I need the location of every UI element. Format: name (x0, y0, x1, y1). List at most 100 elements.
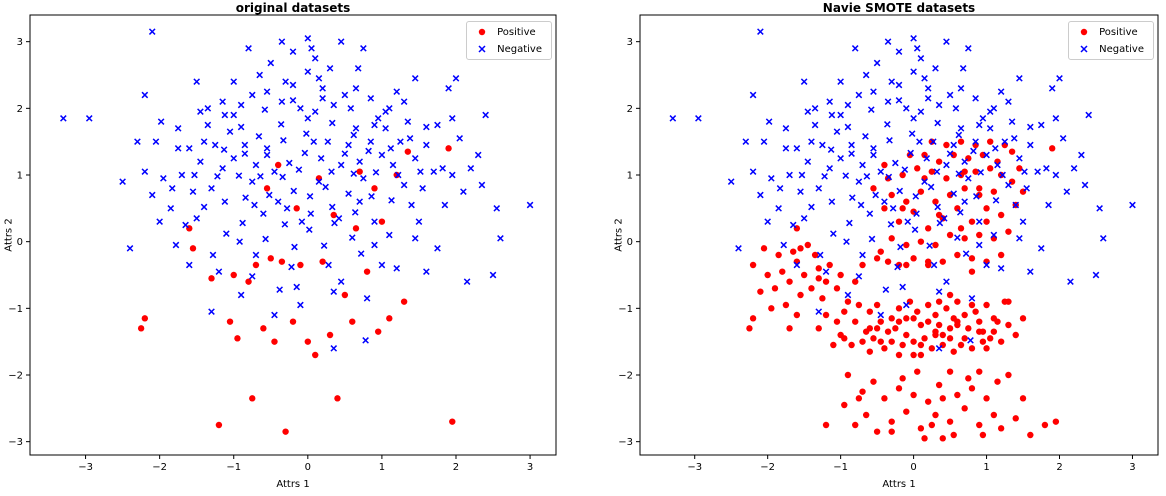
negative-point (248, 178, 256, 185)
negative-point (448, 171, 456, 179)
negative-point (337, 161, 345, 169)
negative-point (417, 168, 424, 175)
positive-point (252, 261, 260, 269)
negative-point (994, 161, 1001, 169)
negative-point (448, 115, 456, 122)
positive-point (997, 425, 1005, 432)
y-tick-label: 2 (17, 104, 23, 115)
negative-point (237, 291, 245, 299)
positive-point (786, 325, 793, 332)
positive-point (997, 251, 1005, 259)
x-tick-label: −2 (152, 462, 167, 473)
positive-point (289, 318, 297, 325)
positive-point (924, 318, 932, 325)
negative-point (439, 165, 446, 172)
positive-point (924, 225, 932, 232)
negative-point (913, 45, 921, 52)
positive-point (870, 335, 877, 342)
positive-point (968, 218, 976, 225)
y-tick-label: −2 (8, 371, 23, 382)
negative-point (917, 108, 925, 115)
negative-point (360, 45, 367, 52)
negative-point (354, 65, 362, 72)
positive-point (976, 318, 983, 325)
negative-point (178, 171, 186, 179)
negative-point (837, 155, 844, 162)
negative-point (237, 123, 245, 131)
negative-point (910, 68, 917, 75)
negative-point (394, 171, 402, 179)
positive-point (352, 225, 360, 232)
negative-point (330, 288, 338, 295)
positive-point (271, 338, 278, 345)
negative-point (60, 115, 67, 122)
positive-point (386, 315, 393, 322)
x-tick-label: −1 (226, 462, 241, 473)
positive-point (855, 301, 863, 309)
y-tick-label: −2 (618, 371, 633, 382)
negative-point (997, 265, 1005, 272)
negative-point (868, 235, 876, 243)
positive-point (997, 171, 1005, 179)
negative-point (322, 183, 329, 191)
positive-point (757, 288, 764, 295)
negative-point (827, 146, 835, 153)
negative-point (305, 226, 313, 233)
negative-point (821, 173, 828, 180)
negative-point (929, 138, 937, 145)
negative-point (248, 273, 256, 280)
negative-point (197, 158, 204, 165)
negative-point (214, 173, 221, 180)
negative-point (975, 121, 983, 129)
y-tick-label: −3 (618, 437, 633, 448)
positive-point (862, 411, 870, 419)
positive-point (855, 395, 863, 402)
negative-point (1010, 135, 1018, 142)
negative-point (899, 283, 906, 291)
negative-point (301, 149, 309, 157)
positive-point (815, 265, 822, 272)
negative-point (789, 221, 797, 229)
negative-point (923, 155, 931, 162)
positive-point (822, 311, 830, 319)
negative-point (991, 145, 999, 152)
positive-point (979, 431, 987, 439)
negative-point (341, 91, 349, 99)
positive-point (278, 258, 286, 265)
negative-point (862, 71, 870, 79)
negative-point (857, 201, 865, 209)
positive-point (1052, 418, 1060, 425)
negative-point (815, 308, 823, 315)
negative-point (833, 128, 841, 135)
negative-point (727, 178, 735, 185)
positive-point (793, 258, 801, 265)
positive-point (859, 261, 866, 269)
negative-point (935, 288, 943, 295)
negative-point (950, 190, 958, 197)
negative-point (1043, 165, 1050, 172)
positive-point (950, 348, 957, 355)
positive-point (950, 431, 957, 439)
positive-marker-icon (478, 28, 486, 36)
positive-point (779, 268, 786, 275)
positive-point (374, 328, 382, 335)
positive-point (844, 371, 852, 379)
negative-point (363, 295, 371, 302)
positive-point (895, 385, 903, 392)
negative-point (230, 155, 238, 162)
negative-point (1070, 165, 1078, 172)
negative-point (822, 268, 830, 275)
positive-point (986, 165, 994, 172)
negative-point (208, 185, 215, 192)
negative-point (282, 78, 289, 85)
negative-point (884, 38, 892, 45)
positive-point (924, 398, 932, 405)
subplot-smote: −3 −2 −1 0 1 2 3 −3 −2 −1 0 1 2 3 Navie SMOTE dataset… (583, 0, 1166, 496)
negative-point (430, 168, 438, 175)
negative-point (848, 194, 856, 201)
negative-point (946, 91, 954, 99)
positive-point (137, 325, 145, 332)
negative-point (760, 138, 768, 145)
negative-point (389, 161, 397, 169)
negative-point (283, 205, 291, 212)
